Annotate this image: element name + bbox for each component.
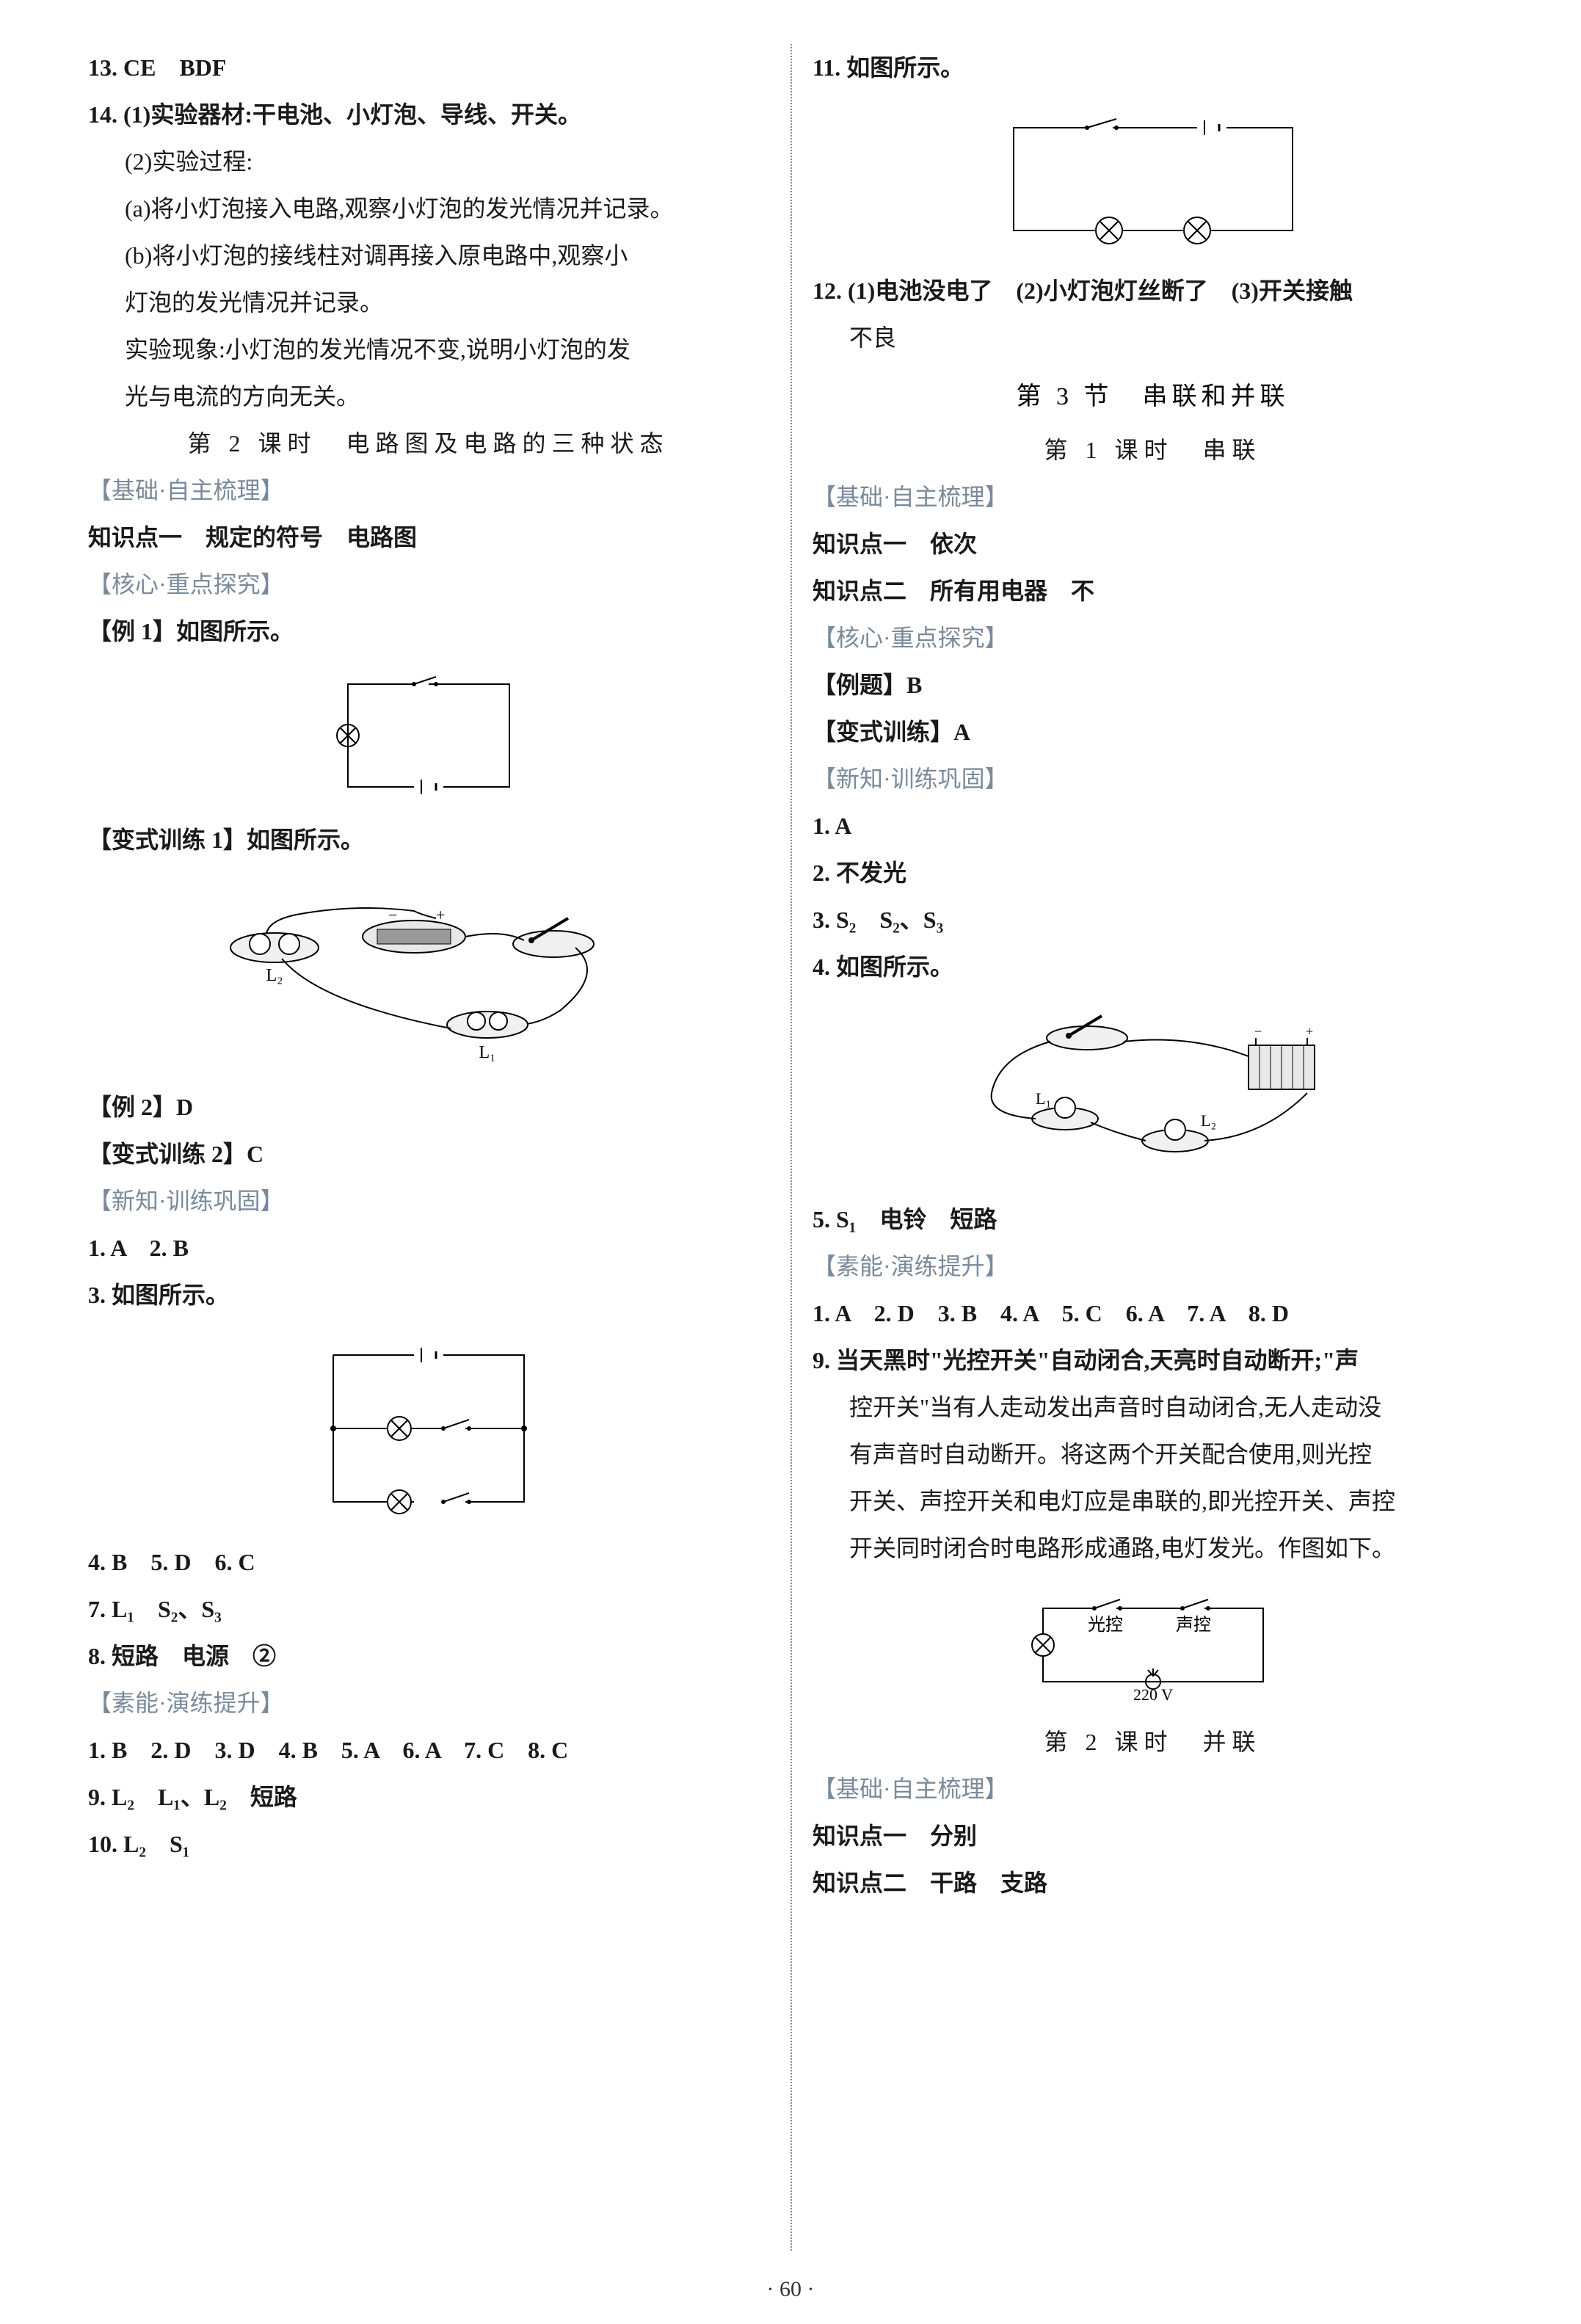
new-title-l: 【新知·训练巩固】	[88, 1177, 768, 1224]
svg-text:−: −	[388, 906, 397, 924]
svg-text:+: +	[436, 906, 445, 924]
a4-r: 4. 如图所示。	[813, 943, 1493, 990]
core-title-r: 【核心·重点探究】	[813, 614, 1493, 661]
circuit-diagram-1	[88, 669, 768, 802]
label-L2-r: L₂	[1201, 1111, 1216, 1130]
sec3-title: 第 3 节 串联和并联	[813, 376, 1493, 412]
ex1-var: 【变式训练 1】如图所示。	[88, 816, 768, 863]
lesson2-title-r: 第 2 课时 并联	[813, 1718, 1493, 1765]
q12-1: 12. (1)电池没电了 (2)小灯泡灯丝断了 (3)开关接触	[813, 267, 1493, 314]
label-L1-r: L₁	[1036, 1089, 1051, 1108]
new-title-r: 【新知·训练巩固】	[813, 755, 1493, 802]
s9-3-r: 有声音时自动断开。将这两个开关配合使用,则光控	[813, 1431, 1493, 1478]
ex1-l: 【例 1】如图所示。	[88, 608, 768, 655]
label-220v: 220 V	[1133, 1685, 1173, 1704]
lesson1-title-r: 第 1 课时 串联	[813, 426, 1493, 473]
s1-8-r: 1. A 2. D 3. B 4. A 5. C 6. A 7. A 8. D	[813, 1290, 1493, 1337]
a3-l: 3. 如图所示。	[88, 1271, 768, 1318]
ex2-l: 【例 2】D	[88, 1083, 768, 1130]
q11-r: 11. 如图所示。	[813, 44, 1493, 91]
basic-title-r2: 【基础·自主梳理】	[813, 1765, 1493, 1812]
right-column: 11. 如图所示。 12. (1)电池没电了 (2)小灯泡灯丝断了 (3)开关接…	[790, 44, 1493, 2295]
ex-var-r: 【变式训练】A	[813, 708, 1493, 755]
answer-14-b: (b)将小灯泡的接线柱对调再接入原电路中,观察小	[88, 232, 768, 279]
s1-8-l: 1. B 2. D 3. D 4. B 5. A 6. A 7. C 8. C	[88, 1726, 768, 1773]
s9-l: 9. L₂ L₁、L₂ 短路	[88, 1773, 768, 1820]
basic-title-r: 【基础·自主梳理】	[813, 473, 1493, 520]
answer-14-r2: 光与电流的方向无关。	[88, 373, 768, 420]
a5-r: 5. S₁ 电铃 短路	[813, 1196, 1493, 1243]
answer-14-2: (2)实验过程:	[88, 138, 768, 185]
svg-text:+: +	[1306, 1024, 1313, 1039]
a1-r: 1. A	[813, 802, 1493, 849]
kp2-r: 知识点二 所有用电器 不	[813, 567, 1493, 614]
ex2-var-l: 【变式训练 2】C	[88, 1130, 768, 1177]
answer-14-a: (a)将小灯泡接入电路,观察小灯泡的发光情况并记录。	[88, 185, 768, 232]
s9-2-r: 控开关"当有人走动发出声音时自动闭合,无人走动没	[813, 1384, 1493, 1431]
circuit-diagram-r2: − + L₁ L₂	[813, 1005, 1493, 1181]
kp1-l: 知识点一 规定的符号 电路图	[88, 514, 768, 561]
column-divider	[790, 44, 792, 2251]
page-number: · 60 ·	[767, 2277, 815, 2302]
s9-5-r: 开关同时闭合时电路形成通路,电灯发光。作图如下。	[813, 1525, 1493, 1572]
circuit-diagram-2: L₂ − + L₁	[88, 878, 768, 1069]
a7-l: 7. L₁ S₂、S₃	[88, 1586, 768, 1633]
svg-text:−: −	[1254, 1024, 1262, 1039]
kp1-r: 知识点一 依次	[813, 520, 1493, 567]
su-title-l: 【素能·演练提升】	[88, 1680, 768, 1726]
a3-r: 3. S₂ S₂、S₃	[813, 896, 1493, 943]
answer-14-r1: 实验现象:小灯泡的发光情况不变,说明小灯泡的发	[88, 326, 768, 373]
circuit-diagram-r1	[813, 106, 1493, 253]
a456-l: 4. B 5. D 6. C	[88, 1539, 768, 1586]
core-title-l: 【核心·重点探究】	[88, 561, 768, 608]
kp1b-r: 知识点一 分别	[813, 1812, 1493, 1859]
answer-14-1: 14. (1)实验器材:干电池、小灯泡、导线、开关。	[88, 91, 768, 138]
kp2b-r: 知识点二 干路 支路	[813, 1859, 1493, 1906]
q12-2: 不良	[813, 314, 1493, 361]
label-L2: L₂	[266, 966, 283, 985]
s9-4-r: 开关、声控开关和电灯应是串联的,即光控开关、声控	[813, 1478, 1493, 1525]
answer-13: 13. CE BDF	[88, 44, 768, 91]
s9-1-r: 9. 当天黑时"光控开关"自动闭合,天亮时自动断开;"声	[813, 1337, 1493, 1384]
a8-l: 8. 短路 电源 ②	[88, 1633, 768, 1680]
answer-14-b2: 灯泡的发光情况并记录。	[88, 279, 768, 326]
lesson2-title: 第 2 课时 电路图及电路的三种状态	[88, 420, 768, 467]
label-L1: L₁	[479, 1043, 495, 1062]
ex-r: 【例题】B	[813, 661, 1493, 708]
label-sound: 声控	[1176, 1615, 1211, 1635]
s10-l: 10. L₂ S₁	[88, 1820, 768, 1867]
label-light: 光控	[1088, 1615, 1123, 1635]
a2-r: 2. 不发光	[813, 849, 1493, 896]
a12-l: 1. A 2. B	[88, 1224, 768, 1271]
left-column: 13. CE BDF 14. (1)实验器材:干电池、小灯泡、导线、开关。 (2…	[88, 44, 790, 2295]
basic-title-l: 【基础·自主梳理】	[88, 467, 768, 514]
su-title-r: 【素能·演练提升】	[813, 1243, 1493, 1290]
circuit-diagram-3	[88, 1333, 768, 1524]
circuit-diagram-r3: 光控 声控 220 V	[813, 1586, 1493, 1704]
